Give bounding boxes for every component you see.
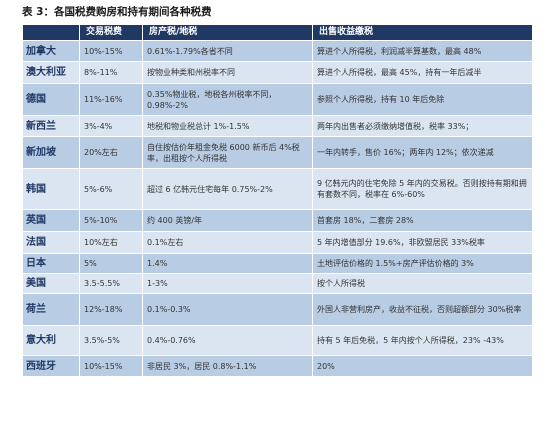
country-cell: 新西兰 [22, 115, 80, 137]
table-row: 加拿大 10%-15% 0.61%-1.79%各省不同 算进个人所得税，利润减半算基数… [22, 40, 533, 62]
table-row: 意大利 3.5%-5% 0.4%-0.76% 持有 5 年后免税，5 年内按个人所得税… [22, 325, 533, 356]
country-cell: 澳大利亚 [22, 61, 80, 84]
table-row: 新加坡 20%左右 自住按估价年租金免税 6000 新币后 4%税率，出租按个人所得… [22, 136, 533, 169]
transaction-tax-cell: 5% [79, 253, 143, 274]
table-row: 荷兰 12%-18% 0.1%-0.3% 外国人非营利房产，收益不征税，否则超额部分 … [22, 293, 533, 326]
property-tax-cell: 超过 6 亿韩元住宅每年 0.75%-2% [142, 168, 313, 210]
sale-tax-cell: 20% [312, 355, 533, 377]
transaction-tax-cell: 5%-10% [79, 209, 143, 232]
table-row: 日本 5% 1.4% 土地评估价格的 1.5%+房产评估价格的 3% [22, 253, 533, 274]
property-tax-cell: 0.1%-0.3% [142, 293, 313, 326]
property-tax-cell: 0.1%左右 [142, 231, 313, 254]
country-cell: 荷兰 [22, 293, 80, 326]
header-property-tax: 房产税/地税 [142, 24, 313, 41]
country-cell: 英国 [22, 209, 80, 232]
country-cell: 德国 [22, 83, 80, 116]
sale-tax-cell: 两年内出售者必须缴纳增值税，税率 33%； [312, 115, 533, 137]
property-tax-cell: 1.4% [142, 253, 313, 274]
sale-tax-cell: 9 亿韩元内的住宅免除 5 年内的交易税。否则按持有期和拥有套数不同，税率在 6… [312, 168, 533, 210]
header-sale-tax: 出售收益缴税 [312, 24, 533, 41]
table-caption: 表 3：各国税费购房和持有期间各种税费 [22, 6, 212, 18]
transaction-tax-cell: 20%左右 [79, 136, 143, 169]
table-row: 韩国 5%-6% 超过 6 亿韩元住宅每年 0.75%-2% 9 亿韩元内的住宅免除 … [22, 168, 533, 210]
transaction-tax-cell: 8%-11% [79, 61, 143, 84]
transaction-tax-cell: 10%-15% [79, 40, 143, 62]
sale-tax-cell: 首套房 18%，二套房 28% [312, 209, 533, 232]
country-cell: 美国 [22, 273, 80, 294]
table-row: 德国 11%-16% 0.35%物业税，地税各州税率不同，0.98%-2% 参照个人所… [22, 83, 533, 116]
sale-tax-cell: 算进个人所得税，最高 45%，持有一年后减半 [312, 61, 533, 84]
sale-tax-cell: 参照个人所得税，持有 10 年后免除 [312, 83, 533, 116]
table-row: 澳大利亚 8%-11% 按物业种类和州税率不同 算进个人所得税，最高 45%，持有一年… [22, 61, 533, 84]
tax-table: 交易税费 房产税/地税 出售收益缴税 加拿大 10%-15% 0.61%-1.79%… [22, 24, 533, 377]
table-header-row: 交易税费 房产税/地税 出售收益缴税 [22, 24, 533, 41]
country-cell: 西班牙 [22, 355, 80, 377]
header-country [22, 24, 80, 41]
property-tax-cell: 约 400 英镑/年 [142, 209, 313, 232]
property-tax-cell: 自住按估价年租金免税 6000 新币后 4%税率，出租按个人所得税 [142, 136, 313, 169]
header-transaction-tax: 交易税费 [79, 24, 143, 41]
transaction-tax-cell: 3.5-5.5% [79, 273, 143, 294]
table-row: 法国 10%左右 0.1%左右 5 年内增值部分 19.6%，非欧盟居民 33%税率 [22, 231, 533, 254]
property-tax-cell: 非居民 3%，居民 0.8%-1.1% [142, 355, 313, 377]
country-cell: 日本 [22, 253, 80, 274]
sale-tax-cell: 算进个人所得税，利润减半算基数，最高 48% [312, 40, 533, 62]
sale-tax-cell: 5 年内增值部分 19.6%，非欧盟居民 33%税率 [312, 231, 533, 254]
property-tax-cell: 0.4%-0.76% [142, 325, 313, 356]
table-row: 美国 3.5-5.5% 1-3% 按个人所得税 [22, 273, 533, 294]
table-row: 西班牙 10%-15% 非居民 3%，居民 0.8%-1.1% 20% [22, 355, 533, 377]
country-cell: 法国 [22, 231, 80, 254]
sale-tax-cell: 一年内转手，售价 16%；两年内 12%；依次递减 [312, 136, 533, 169]
property-tax-cell: 地税和物业税总计 1%-1.5% [142, 115, 313, 137]
country-cell: 意大利 [22, 325, 80, 356]
transaction-tax-cell: 10%-15% [79, 355, 143, 377]
property-tax-cell: 1-3% [142, 273, 313, 294]
transaction-tax-cell: 3%-4% [79, 115, 143, 137]
transaction-tax-cell: 12%-18% [79, 293, 143, 326]
property-tax-cell: 按物业种类和州税率不同 [142, 61, 313, 84]
transaction-tax-cell: 10%左右 [79, 231, 143, 254]
country-cell: 韩国 [22, 168, 80, 210]
sale-tax-cell: 外国人非营利房产，收益不征税，否则超额部分 30%税率 [312, 293, 533, 326]
sale-tax-cell: 持有 5 年后免税，5 年内按个人所得税，23% -43% [312, 325, 533, 356]
table-row: 英国 5%-10% 约 400 英镑/年 首套房 18%，二套房 28% [22, 209, 533, 232]
transaction-tax-cell: 5%-6% [79, 168, 143, 210]
property-tax-cell: 0.35%物业税，地税各州税率不同，0.98%-2% [142, 83, 313, 116]
sale-tax-cell: 土地评估价格的 1.5%+房产评估价格的 3% [312, 253, 533, 274]
country-cell: 新加坡 [22, 136, 80, 169]
property-tax-cell: 0.61%-1.79%各省不同 [142, 40, 313, 62]
table-row: 新西兰 3%-4% 地税和物业税总计 1%-1.5% 两年内出售者必须缴纳增值税，税率… [22, 115, 533, 137]
country-cell: 加拿大 [22, 40, 80, 62]
sale-tax-cell: 按个人所得税 [312, 273, 533, 294]
transaction-tax-cell: 3.5%-5% [79, 325, 143, 356]
transaction-tax-cell: 11%-16% [79, 83, 143, 116]
